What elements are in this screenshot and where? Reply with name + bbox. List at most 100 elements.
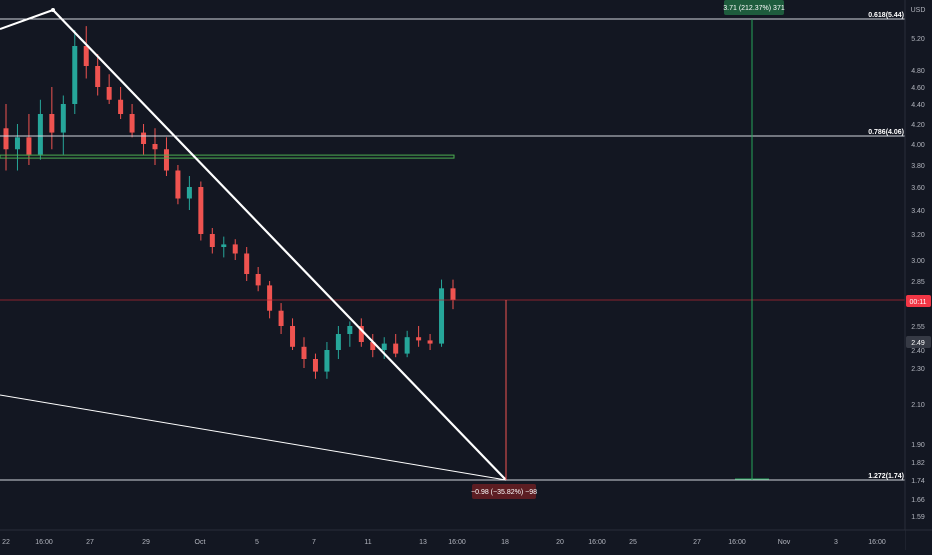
candle-body [404,337,410,354]
time-tick-label: 25 [629,539,637,546]
candle-body [312,359,318,372]
measure-down-badge [472,484,536,499]
time-axis[interactable] [0,530,905,550]
time-tick-label: 13 [419,539,427,546]
candle-body [3,128,9,150]
time-tick-label: 3 [834,539,838,546]
price-tick-label: 4.60 [911,85,925,92]
candle-body [301,346,307,359]
candle-body [163,149,169,171]
candle-body [49,114,55,133]
candle-body [60,104,66,133]
candle-body [370,342,376,350]
trendline-descending[interactable] [52,9,507,481]
time-tick-label: 16:00 [448,539,466,546]
measure-up-label: 3.71 (212.37%) 371 [723,5,785,12]
candle-body [255,274,261,286]
time-tick-label: 16:00 [35,539,53,546]
price-tick-label: 4.40 [911,102,925,109]
support-zone[interactable] [0,154,455,159]
trendline-lower[interactable] [0,394,507,481]
trendline-anchor[interactable] [51,8,55,12]
candle-body [278,310,284,326]
price-tick-label: 2.10 [911,402,925,409]
time-tick-label: Oct [195,539,206,546]
time-tick-label: 7 [312,539,316,546]
candle-body [209,234,215,247]
candle-body [232,244,238,254]
candle-body [358,326,364,342]
candle-body [106,87,112,100]
time-tick-label: 16:00 [868,539,886,546]
candle-body [335,334,341,350]
time-tick-label: 18 [501,539,509,546]
candle-body [186,187,192,199]
last-price-badge [906,336,931,348]
price-tick-label: 3.40 [911,208,925,215]
price-tick-label: 1.74 [911,478,925,485]
price-axis[interactable] [905,0,932,550]
price-tick-label: 1.82 [911,460,925,467]
candle-body [381,343,387,350]
price-tick-label: 3.60 [911,185,925,192]
price-tick-label: 1.90 [911,442,925,449]
candle-body [72,46,78,104]
countdown-badge [906,295,931,307]
candle-body [347,326,353,334]
price-tick-label: 1.66 [911,497,925,504]
candle-body [290,326,296,347]
trendline-left-stub[interactable] [0,9,54,30]
candle-body [95,66,101,87]
measure-up-badge [724,0,784,15]
price-tick-label: 4.00 [911,142,925,149]
price-tick-label: 2.55 [911,324,925,331]
price-tick-label: 3.20 [911,232,925,239]
time-tick-label: 22 [2,539,10,546]
candle-body [198,187,204,234]
candle-body [427,340,433,344]
time-tick-label: 29 [142,539,150,546]
candle-body [141,132,147,144]
candle-body [244,253,250,274]
candle-body [221,244,227,247]
time-tick-label: 11 [364,539,371,546]
time-tick-label: 27 [86,539,94,546]
price-tick-label: 4.20 [911,122,925,129]
time-tick-label: Nov [778,539,791,546]
time-tick-label: 16:00 [588,539,606,546]
price-tick-label: 3.80 [911,163,925,170]
time-tick-label: 20 [556,539,564,546]
price-tick-label: 2.30 [911,366,925,373]
price-tick-label: 2.40 [911,348,925,355]
candle-body [14,137,20,150]
candle-body [152,144,158,150]
price-tick-label: 5.20 [911,36,925,43]
candles-group [3,26,456,379]
candle-body [267,285,273,311]
last-price-label: 2.49 [911,340,925,347]
candle-body [439,288,445,344]
price-tick-label: 2.85 [911,279,925,286]
candle-body [175,170,181,199]
price-tick-label: 3.00 [911,258,925,265]
price-axis-ticks: 5.20 4.80 4.60 4.40 4.20 4.00 3.80 3.60 3.40 3.20… [911,36,925,521]
fib-level-label-1272: 1.272(1.74) [868,473,904,480]
candle-body [416,337,422,341]
candle-body [393,343,399,354]
candle-body [118,99,124,114]
measure-down-label: −0.98 (−35.82%) −98 [471,489,537,496]
fib-level-label-0786: 0.786(4.06) [868,129,904,136]
candle-body [37,114,43,155]
time-tick-label: 16:00 [728,539,746,546]
currency-label: USD [911,7,926,14]
time-tick-label: 27 [693,539,701,546]
candle-body [26,137,32,155]
candle-body [83,46,89,66]
time-tick-label: 5 [255,539,259,546]
price-tick-label: 1.59 [911,514,925,521]
countdown-label: 00:11 [910,299,927,306]
fib-level-label-0618: 0.618(5.44) [868,12,904,19]
